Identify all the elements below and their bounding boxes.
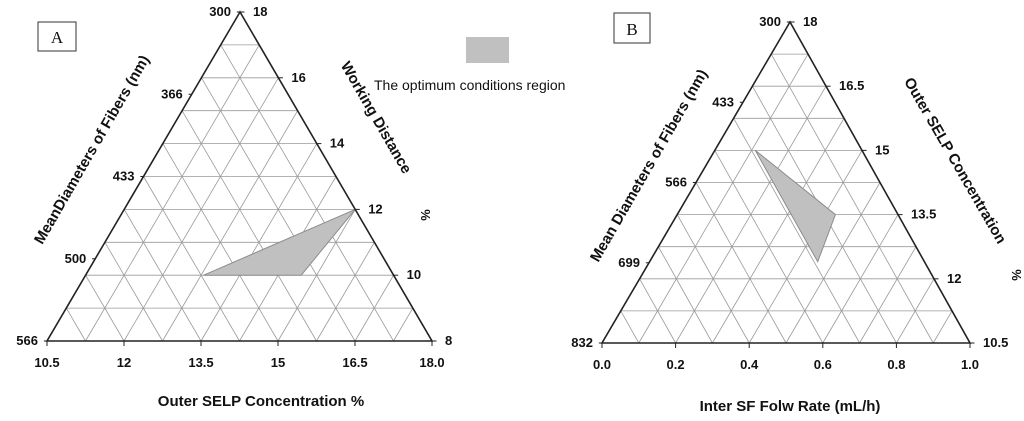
left-tick-label-a: 500 (65, 251, 87, 266)
left-axis-label-b: Mean Diameters of Fibers (nm) (587, 67, 711, 265)
bottom-tick-label-a: 10.5 (34, 355, 59, 370)
right-axis-unit-b: % (1009, 269, 1024, 281)
gridline (123, 77, 279, 342)
right-tick-label-b: 16.5 (839, 78, 864, 93)
ternary-plot-b: 300 433 566 699 832 18 16.5 15 13.5 12 10.5 0.0 0.2 0… (571, 12, 1024, 415)
right-axis-unit-a: % (418, 209, 433, 221)
left-tick-label-b: 832 (571, 335, 593, 350)
gridline (162, 110, 298, 342)
gridline (85, 44, 260, 342)
right-tick-label-b: 10.5 (983, 335, 1008, 350)
left-tick-label-a: 300 (209, 4, 231, 19)
gridline (859, 246, 917, 344)
gridline (104, 242, 163, 342)
bottom-axis-label-a: Outer SELP Concentration % (158, 393, 364, 410)
right-tick-label-b: 13.5 (911, 207, 936, 222)
bottom-tick-label-b: 0.6 (814, 357, 832, 372)
left-tick-label-b: 566 (665, 175, 687, 190)
gridline (620, 310, 640, 344)
right-tick-label-a: 10 (407, 267, 421, 282)
gridline (770, 53, 934, 344)
right-tick-label-a: 8 (445, 333, 452, 348)
left-tick-label-a: 433 (113, 169, 135, 184)
optimum-region-b (754, 150, 836, 263)
ternary-plot-a: 300 366 433 500 566 18 16 14 12 10 8 10.5 12 13.5 15 16… (16, 4, 452, 410)
gridline (181, 110, 317, 342)
gridline (695, 182, 787, 344)
gridline (638, 53, 809, 344)
gridline (143, 176, 240, 342)
right-tick-label-a: 12 (368, 201, 382, 216)
gridline (316, 242, 375, 342)
gridline (733, 118, 860, 344)
left-tick-label-b: 300 (759, 14, 781, 29)
gridline (201, 77, 356, 342)
panel-label-b: B (626, 20, 637, 39)
right-tick-label-b: 12 (947, 271, 961, 286)
gridline (393, 307, 414, 342)
gridline (932, 310, 953, 344)
bottom-tick-label-b: 0.4 (740, 357, 759, 372)
bottom-tick-label-b: 1.0 (961, 357, 979, 372)
left-tick-label-a: 366 (161, 86, 183, 101)
left-tick-label-b: 433 (712, 94, 734, 109)
panel-label-box-b (613, 12, 651, 44)
left-tick-label-a: 566 (16, 333, 38, 348)
right-tick-label-a: 16 (291, 70, 305, 85)
panel-label-a: A (51, 28, 64, 47)
legend-label: The optimum conditions region (374, 77, 565, 93)
left-tick-label-b: 699 (618, 255, 640, 270)
right-tick-label-b: 15 (875, 142, 889, 157)
bottom-tick-label-b: 0.2 (667, 357, 685, 372)
left-axis-label-a: MeanDiameters of Fibers (nm) (31, 52, 153, 247)
bottom-tick-label-a: 15 (271, 355, 285, 370)
gridline (712, 118, 845, 344)
bottom-tick-label-a: 13.5 (188, 355, 213, 370)
right-tick-label-b: 18 (803, 14, 817, 29)
right-tick-label-a: 14 (330, 136, 345, 151)
gridline (675, 85, 827, 344)
gridline (220, 44, 394, 342)
bottom-tick-label-b: 0.8 (887, 357, 905, 372)
gridline (785, 182, 881, 344)
optimum-region-a (203, 208, 356, 276)
bottom-tick-label-b: 0.0 (593, 357, 611, 372)
bottom-tick-label-a: 16.5 (342, 355, 367, 370)
bottom-axis-label-b: Inter SF Folw Rate (mL/h) (700, 398, 881, 415)
bottom-tick-label-a: 18.0 (419, 355, 444, 370)
legend: The optimum conditions region (374, 37, 565, 93)
legend-swatch (466, 37, 509, 63)
gridline (65, 307, 86, 342)
gridline (658, 246, 713, 344)
right-tick-label-a: 18 (253, 4, 267, 19)
bottom-tick-label-a: 12 (117, 355, 131, 370)
panel-label-box-a (37, 21, 77, 52)
